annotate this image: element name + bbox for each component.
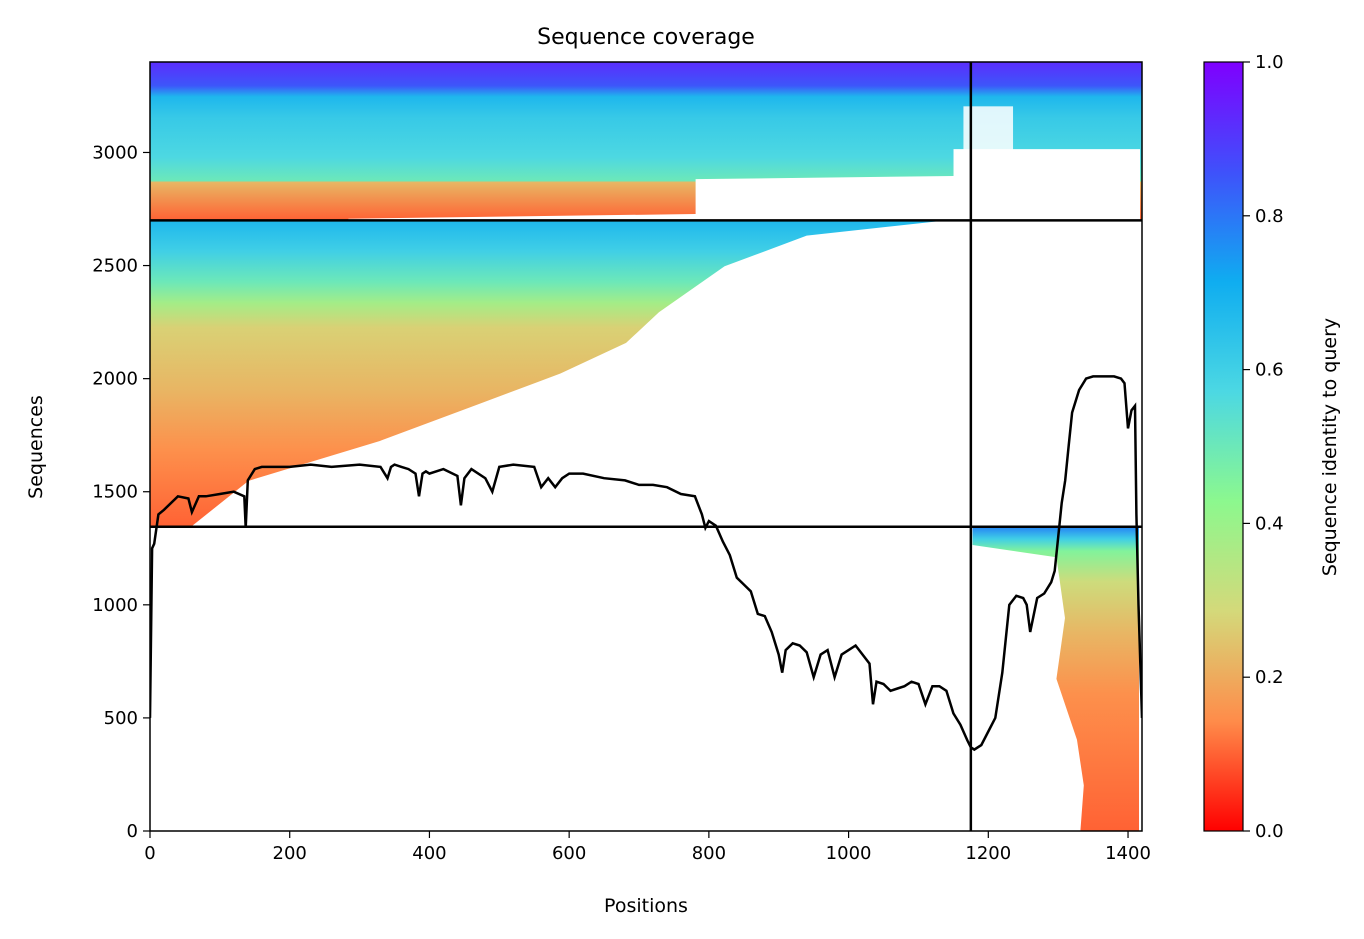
y-tick-label: 3000 [92, 142, 138, 163]
heatmap-block [970, 526, 1142, 831]
block-separators [150, 62, 1142, 831]
colorbar-tick-label: 0.8 [1255, 206, 1284, 227]
coverage-line [150, 375, 1142, 752]
colorbar-tick-label: 0.2 [1255, 667, 1284, 688]
x-tick-label: 1200 [965, 843, 1011, 864]
y-tick-label: 2500 [92, 256, 138, 277]
y-tick-label: 1000 [92, 595, 138, 616]
x-axis: 0 200 400 600 800 1000 1200 1400 [144, 831, 1151, 864]
x-axis-label: Positions [604, 895, 688, 917]
heatmap-block [150, 62, 1142, 221]
y-axis: 0 500 1000 1500 2000 2500 3000 [92, 142, 150, 842]
x-tick-label: 1400 [1105, 843, 1151, 864]
colorbar-axis: 0.0 0.2 0.4 0.6 0.8 1.0 [1243, 52, 1284, 842]
colorbar-label: Sequence identity to query [1319, 318, 1341, 576]
coverage-heatmap [150, 62, 1142, 831]
y-tick-label: 500 [104, 708, 138, 729]
colorbar-tick-label: 0.0 [1255, 821, 1284, 842]
colorbar [1203, 61, 1244, 832]
heatmap-block [150, 220, 1142, 527]
plot-frame [149, 61, 1143, 832]
colorbar-tick-label: 0.6 [1255, 360, 1284, 381]
x-tick-label: 400 [412, 843, 446, 864]
y-axis-label: Sequences [25, 395, 47, 499]
x-tick-label: 0 [144, 843, 155, 864]
colorbar-tick-label: 1.0 [1255, 52, 1284, 73]
colorbar-tick-label: 0.4 [1255, 513, 1284, 534]
x-tick-label: 200 [273, 843, 307, 864]
x-tick-label: 600 [552, 843, 586, 864]
x-tick-label: 1000 [826, 843, 872, 864]
chart-title: Sequence coverage [537, 25, 755, 50]
y-tick-label: 1500 [92, 482, 138, 503]
x-tick-label: 800 [692, 843, 726, 864]
y-tick-label: 2000 [92, 369, 138, 390]
y-tick-label: 0 [127, 821, 138, 842]
